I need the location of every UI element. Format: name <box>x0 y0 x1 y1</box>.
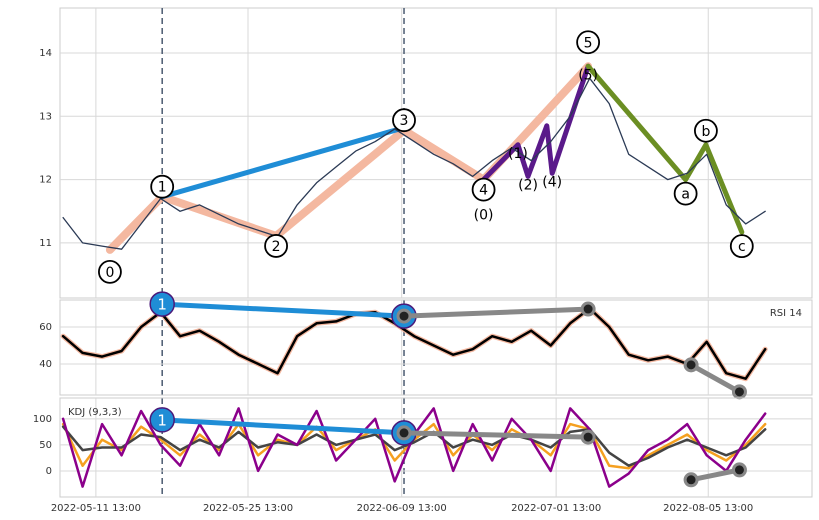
wave-label: (1) <box>508 146 528 162</box>
wave-badge-label: 1 <box>157 411 167 429</box>
divergence-point <box>683 472 699 488</box>
divergence-line <box>159 417 407 436</box>
wave-badge <box>149 291 175 317</box>
series-line <box>61 307 767 380</box>
wave-circle <box>150 174 175 199</box>
wave-label: 4 <box>479 183 488 199</box>
wave-circle <box>694 118 718 143</box>
divergence-point <box>396 425 412 441</box>
panel-frame <box>59 397 813 498</box>
wave-label: (4) <box>542 174 562 190</box>
wave-circle <box>264 234 288 258</box>
wave-circle <box>392 108 416 133</box>
divergence-line <box>688 362 742 395</box>
y-tick-label: 0 <box>46 466 52 477</box>
panel-frame <box>59 299 813 396</box>
y-tick-label: 50 <box>39 440 52 451</box>
panel-label: KDJ (9,3,3) <box>68 407 122 418</box>
wave-label: 1 <box>158 180 167 196</box>
wave-circle <box>471 177 496 202</box>
divergence-point <box>396 308 412 324</box>
wave-label: (5) <box>578 67 598 83</box>
wave-badge-label: 1 <box>157 296 167 314</box>
divergence-point <box>580 429 596 445</box>
x-tick-label: 2022-07-01 13:00 <box>511 503 601 514</box>
wave-label: 2 <box>272 239 281 255</box>
wave-label: (0) <box>474 208 494 224</box>
corrective-wave <box>585 63 745 235</box>
wave-circle <box>576 30 601 55</box>
trend-line <box>159 125 407 200</box>
divergence-point <box>580 301 596 317</box>
divergence-line <box>688 467 742 483</box>
wave-label: 3 <box>400 113 409 129</box>
y-tick-label: 11 <box>39 238 52 249</box>
y-tick-label: 13 <box>39 111 52 122</box>
divergence-point <box>731 462 747 478</box>
y-tick-label: 40 <box>39 359 52 370</box>
wave-circle <box>673 181 698 206</box>
wave-circle <box>729 234 754 259</box>
series-line <box>61 425 767 467</box>
x-tick-label: 2022-05-11 13:00 <box>51 503 141 514</box>
wave-label: (2) <box>518 177 538 193</box>
wave-circle <box>98 259 122 284</box>
x-tick-label: 2022-06-09 13:00 <box>357 503 447 514</box>
sub-wave <box>481 63 591 183</box>
wave-label: a <box>681 187 690 203</box>
wave-label: c <box>738 239 746 255</box>
series-line <box>62 77 766 250</box>
divergence-point <box>683 357 699 373</box>
y-tick-label: 100 <box>33 414 52 425</box>
wave-label: 5 <box>584 35 593 51</box>
y-tick-label: 14 <box>39 48 52 59</box>
wave-label: b <box>701 124 710 140</box>
panel-label: RSI 14 <box>770 308 802 319</box>
divergence-line <box>401 430 591 440</box>
divergence-line <box>159 301 407 319</box>
panel-frame <box>59 7 813 299</box>
y-tick-label: 60 <box>39 322 52 333</box>
y-tick-label: 12 <box>39 175 52 186</box>
wave-badge <box>149 407 175 433</box>
x-tick-label: 2022-08-05 13:00 <box>663 503 753 514</box>
divergence-point <box>731 384 747 400</box>
wave-label: 0 <box>105 265 114 281</box>
divergence-line <box>401 306 591 319</box>
x-tick-label: 2022-05-25 13:00 <box>203 503 293 514</box>
